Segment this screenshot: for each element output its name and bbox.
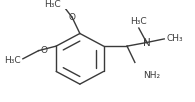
Text: O: O xyxy=(41,46,48,55)
Text: CH₃: CH₃ xyxy=(166,34,183,43)
Text: O: O xyxy=(68,13,75,22)
Text: H₃C: H₃C xyxy=(44,0,60,9)
Text: H₃C: H₃C xyxy=(130,17,147,26)
Text: H₃C: H₃C xyxy=(4,56,21,65)
Text: NH₂: NH₂ xyxy=(143,71,160,80)
Text: N: N xyxy=(143,38,151,48)
